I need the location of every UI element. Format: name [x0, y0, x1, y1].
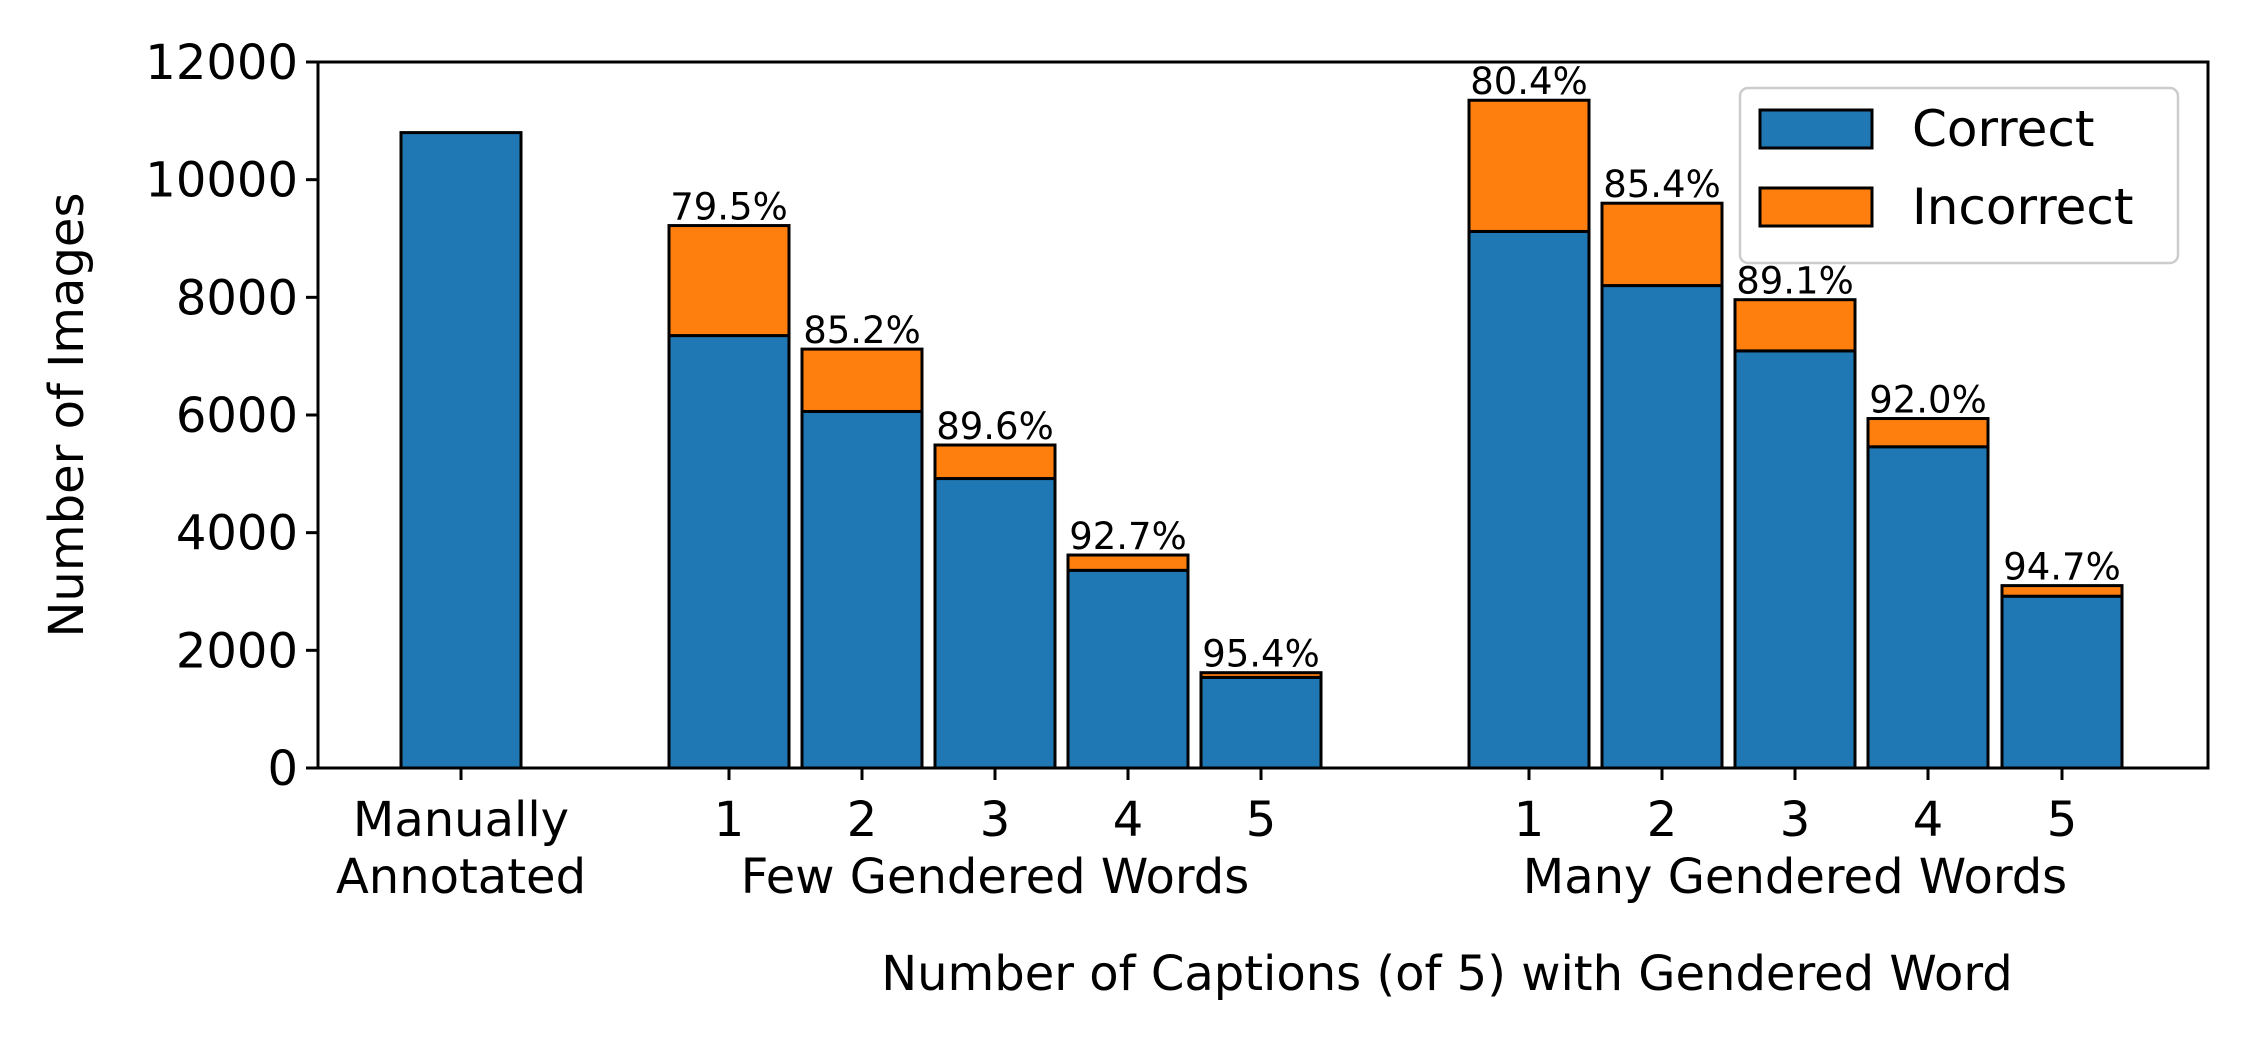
legend-swatch — [1758, 186, 1874, 228]
bar-correct — [1066, 568, 1190, 770]
data-label: 95.4% — [1202, 633, 1320, 676]
bar-correct — [399, 131, 523, 770]
bar-incorrect — [1467, 98, 1591, 233]
x-tick-label: 2 — [1647, 792, 1678, 848]
bar-correct — [1866, 445, 1990, 770]
data-label: 94.7% — [2003, 546, 2121, 589]
bar-correct — [1600, 284, 1724, 770]
x-tick-label: 4 — [1113, 792, 1144, 848]
data-label: 85.4% — [1603, 163, 1721, 206]
bar-incorrect — [2000, 584, 2124, 598]
data-label: 92.0% — [1869, 379, 1987, 422]
group-label: Many Gendered Words — [1523, 849, 2067, 905]
y-tick-label: 2000 — [176, 623, 298, 679]
legend-swatch — [1758, 108, 1874, 150]
bar-incorrect — [800, 347, 924, 413]
bar-correct — [1199, 675, 1323, 770]
bar-incorrect — [1733, 298, 1857, 353]
y-tick-label: 8000 — [176, 270, 298, 326]
x-tick-label: 4 — [1913, 792, 1944, 848]
data-label: 80.4% — [1470, 60, 1588, 103]
data-label: 79.5% — [670, 186, 788, 229]
bar-incorrect — [667, 224, 791, 338]
y-tick-label: 12000 — [145, 35, 298, 91]
x-axis-title: Number of Captions (of 5) with Gendered … — [881, 946, 2013, 1002]
bar-correct — [1467, 229, 1591, 770]
bar-incorrect — [1066, 553, 1190, 572]
data-label: 89.6% — [936, 405, 1054, 448]
bar-incorrect — [1199, 671, 1323, 679]
x-tick-label: 3 — [980, 792, 1011, 848]
bar-incorrect — [933, 443, 1057, 481]
x-tick-label: 5 — [2047, 792, 2078, 848]
bar-incorrect — [1600, 201, 1724, 288]
x-tick-label: 1 — [714, 792, 745, 848]
data-label: 92.7% — [1069, 515, 1187, 558]
legend-label: Incorrect — [1912, 178, 2134, 236]
y-tick-label: 6000 — [176, 388, 298, 444]
y-tick-label: 4000 — [176, 506, 298, 562]
bar-incorrect — [1866, 417, 1990, 449]
bar-correct — [800, 409, 924, 770]
group-label: Few Gendered Words — [741, 849, 1250, 905]
legend-label: Correct — [1912, 100, 2095, 158]
x-tick-label: 2 — [847, 792, 878, 848]
bar-correct — [667, 334, 791, 770]
bar-correct — [933, 477, 1057, 770]
data-label: 85.2% — [803, 309, 921, 352]
bar-correct — [2000, 594, 2124, 770]
y-tick-label: 10000 — [145, 153, 298, 209]
x-tick-label: 3 — [1780, 792, 1811, 848]
bar-correct — [1733, 349, 1857, 770]
group-label: Manually — [353, 792, 569, 848]
y-axis-title: Number of Images — [39, 193, 95, 638]
data-label: 89.1% — [1736, 260, 1854, 303]
y-tick-label: 0 — [267, 741, 298, 797]
group-label: Annotated — [336, 849, 586, 905]
x-tick-label: 5 — [1246, 792, 1277, 848]
x-tick-label: 1 — [1514, 792, 1545, 848]
